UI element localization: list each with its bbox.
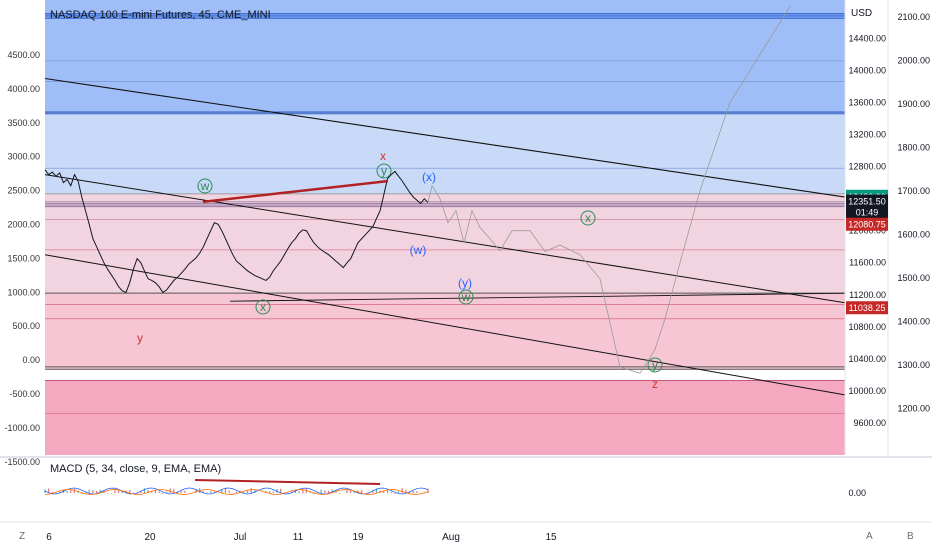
left-axis-tick-10: -500.00: [9, 389, 40, 399]
auto-scale-button[interactable]: A: [866, 531, 873, 542]
macd-tick-0: 0.00: [848, 488, 866, 498]
wave-circle-7: [458, 289, 474, 305]
time-tick-6: 15: [545, 532, 557, 543]
wave-circle-6: [580, 210, 596, 226]
price-tag-bg-3: [846, 301, 888, 315]
left-axis-tick-7: 1000.00: [7, 287, 40, 297]
left-axis-tick-9: 0.00: [22, 355, 40, 365]
price-tick-7: 11600.00: [849, 258, 886, 268]
time-tick-1: 20: [144, 532, 156, 543]
price-tick-8: 11200.00: [849, 290, 886, 300]
left-axis-tick-0: 4500.00: [7, 50, 40, 60]
wave-label-z-2: z: [652, 377, 658, 391]
wave-label-y-1: y: [137, 331, 143, 345]
trendline-3: [229, 292, 846, 302]
pink-zone-lower: [45, 380, 845, 455]
macd-divergence-line: [194, 479, 381, 485]
pink-zone-upper: [45, 193, 845, 294]
macd-title: MACD (5, 34, close, 9, EMA, EMA): [50, 463, 222, 475]
price-tick-11: 10000.00: [848, 386, 886, 396]
wave-circle-5: [376, 163, 392, 179]
chart-title: NASDAQ 100 E-mini Futures, 45, CME_MINI: [50, 9, 271, 21]
price-tag-bg-1: [846, 194, 888, 219]
time-tick-2: Jul: [234, 532, 247, 543]
wave-circle-4: [255, 299, 271, 315]
price-tick-1: 14000.00: [848, 65, 886, 75]
price-tick-3: 13200.00: [848, 130, 886, 140]
far-axis-tick-4: 1700.00: [897, 186, 930, 196]
price-tick-12: 9600.00: [853, 418, 886, 428]
wave-label-w-10: (w): [410, 243, 427, 257]
pink-zone-middle: [45, 293, 845, 370]
left-axis-tick-12: -1500.00: [4, 457, 40, 467]
price-tick-10: 10400.00: [848, 354, 886, 364]
trendline-1: [44, 174, 846, 304]
time-tick-0: 6: [46, 532, 52, 543]
price-series-line: [44, 169, 429, 294]
wave-label-x-6: x: [585, 211, 591, 225]
far-axis-tick-5: 1600.00: [897, 230, 930, 240]
left-axis-tick-3: 3000.00: [7, 152, 40, 162]
left-axis-tick-6: 1500.00: [7, 253, 40, 263]
left-axis-tick-2: 3500.00: [7, 118, 40, 128]
trendline-2: [44, 254, 846, 396]
price-tick-0: 14400.00: [848, 33, 886, 43]
far-axis-tick-2: 1900.00: [897, 99, 930, 109]
projection-path: [427, 6, 791, 374]
macd-line: [44, 487, 429, 495]
time-tick-3: 11: [293, 532, 304, 543]
left-axis-tick-4: 2500.00: [7, 186, 40, 196]
wave-label-y-11: (y): [458, 276, 472, 290]
price-tick-9: 10800.00: [848, 322, 886, 332]
far-axis-tick-0: 2100.00: [897, 12, 930, 22]
left-axis-tick-8: 500.00: [12, 321, 40, 331]
left-axis-tick-11: -1000.00: [4, 423, 40, 433]
price-tag-1: 12351.50: [848, 197, 886, 207]
time-tick-5: Aug: [442, 532, 460, 543]
wave-circle-8: [647, 357, 663, 373]
wave-label-x-0: x: [380, 149, 386, 163]
trendline-0: [44, 77, 846, 198]
wave-label-w-7: w: [461, 290, 471, 304]
left-axis-tick-5: 2000.00: [7, 220, 40, 230]
price-tick-2: 13600.00: [848, 98, 886, 108]
wave-label-y-5: y: [381, 164, 387, 178]
price-tag-2: 12080.75: [848, 220, 886, 230]
far-axis-tick-6: 1500.00: [897, 273, 930, 283]
wave-label-y-8: y: [652, 358, 658, 372]
wave-connector-line: [202, 179, 389, 204]
wave-label-x-9: (x): [422, 170, 436, 184]
wave-circle-3: [197, 178, 213, 194]
far-axis-tick-3: 1800.00: [897, 143, 930, 153]
price-tag-bg-2: [846, 217, 888, 231]
far-axis-tick-9: 1200.00: [897, 404, 930, 414]
currency-label: USD: [851, 8, 873, 19]
price-tag-3: 11038.25: [849, 303, 886, 313]
time-tick-4: 19: [352, 532, 364, 543]
far-axis-tick-1: 2000.00: [897, 56, 930, 66]
macd-signal-line: [44, 489, 429, 495]
zoom-button[interactable]: Z: [19, 531, 26, 542]
price-tick-4: 12800.00: [848, 162, 886, 172]
wave-label-x-4: x: [260, 300, 266, 314]
log-scale-button[interactable]: B: [907, 531, 914, 542]
far-axis-tick-8: 1300.00: [897, 360, 930, 370]
wave-label-w-3: w: [200, 179, 210, 193]
blue-zone-lower: [45, 112, 845, 194]
far-axis-tick-7: 1400.00: [897, 317, 930, 327]
left-axis-tick-1: 4000.00: [7, 84, 40, 94]
price-tag-sub-1: 01:49: [856, 208, 879, 218]
